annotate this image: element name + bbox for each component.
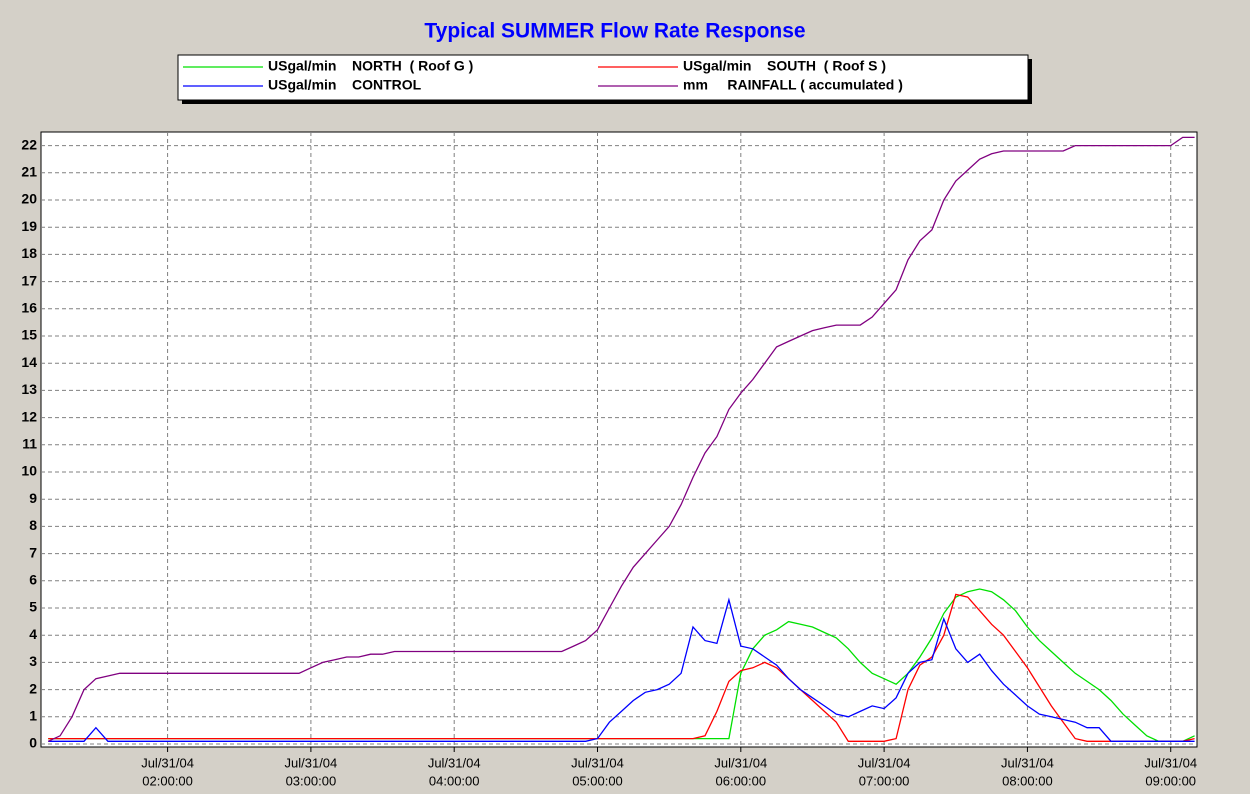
series-line xyxy=(48,597,1195,742)
y-tick-label: 22 xyxy=(21,136,37,152)
y-tick-label: 14 xyxy=(21,354,37,370)
series-line xyxy=(48,593,1195,742)
x-tick-label: 03:00:00 xyxy=(286,773,337,788)
x-tick-label: Jul/31/04 xyxy=(1001,755,1054,770)
y-tick-label: 12 xyxy=(21,408,37,424)
y-tick-label: 8 xyxy=(29,517,37,533)
y-tick-label: 1 xyxy=(29,708,37,724)
y-tick-label: 4 xyxy=(29,626,37,642)
x-tick-label: Jul/31/04 xyxy=(714,755,767,770)
x-tick-label: 06:00:00 xyxy=(716,773,767,788)
y-tick-label: 5 xyxy=(29,599,37,615)
x-tick-label: 04:00:00 xyxy=(429,773,480,788)
y-tick-label: 0 xyxy=(29,735,37,751)
x-tick-label: 07:00:00 xyxy=(859,773,910,788)
y-tick-label: 18 xyxy=(21,245,37,261)
x-tick-label: Jul/31/04 xyxy=(1144,755,1197,770)
y-tick-label: 11 xyxy=(22,436,37,452)
x-tick-label: Jul/31/04 xyxy=(285,755,338,770)
legend-label: USgal/min SOUTH ( Roof S ) xyxy=(683,58,886,74)
x-tick-label: 05:00:00 xyxy=(572,773,623,788)
legend-label: USgal/min CONTROL xyxy=(268,77,422,93)
y-tick-label: 2 xyxy=(29,680,37,696)
chart-title: Typical SUMMER Flow Rate Response xyxy=(424,20,805,43)
y-tick-label: 7 xyxy=(29,544,37,560)
x-tick-label: Jul/31/04 xyxy=(141,755,194,770)
x-tick-label: 02:00:00 xyxy=(142,773,193,788)
y-tick-label: 17 xyxy=(21,272,37,288)
y-tick-label: 19 xyxy=(21,218,37,234)
x-tick-label: Jul/31/04 xyxy=(858,755,911,770)
legend-label: mm RAINFALL ( accumulated ) xyxy=(683,77,903,93)
x-tick-label: 08:00:00 xyxy=(1002,773,1053,788)
y-tick-label: 3 xyxy=(29,653,37,669)
series-line xyxy=(47,136,1195,742)
y-tick-label: 21 xyxy=(21,164,37,180)
x-tick-label: Jul/31/04 xyxy=(571,755,624,770)
y-tick-label: 16 xyxy=(21,300,37,316)
x-tick-label: Jul/31/04 xyxy=(428,755,481,770)
y-tick-label: 20 xyxy=(21,191,37,207)
legend xyxy=(177,54,1029,101)
y-tick-label: 13 xyxy=(21,381,37,397)
legend-label: USgal/min NORTH ( Roof G ) xyxy=(268,58,473,74)
x-tick-label: 09:00:00 xyxy=(1145,773,1196,788)
plot-area xyxy=(40,131,1198,748)
y-tick-label: 6 xyxy=(29,572,37,588)
y-tick-label: 10 xyxy=(21,463,37,479)
y-tick-label: 9 xyxy=(29,490,37,506)
y-tick-label: 15 xyxy=(21,327,37,343)
